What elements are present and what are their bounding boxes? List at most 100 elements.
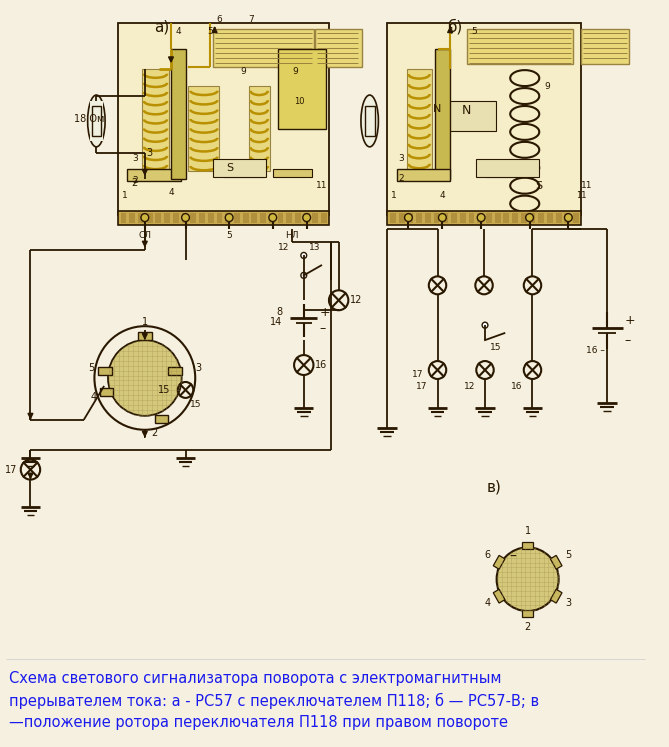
Bar <box>90 101 103 141</box>
Bar <box>565 213 570 223</box>
Bar <box>138 332 152 340</box>
Circle shape <box>526 214 533 222</box>
Text: 12: 12 <box>351 295 363 306</box>
Bar <box>493 555 505 569</box>
Bar <box>522 542 533 549</box>
Text: 14: 14 <box>270 317 282 327</box>
Bar <box>127 169 181 181</box>
Text: 17: 17 <box>416 382 427 391</box>
Bar <box>260 213 266 223</box>
Bar <box>551 555 562 569</box>
Bar <box>477 213 483 223</box>
Circle shape <box>303 214 310 222</box>
Bar <box>118 211 329 225</box>
Bar <box>234 213 240 223</box>
Text: 4: 4 <box>440 191 445 200</box>
Text: 13: 13 <box>308 243 320 252</box>
Bar <box>169 367 182 375</box>
Text: 10: 10 <box>294 96 304 105</box>
Text: 12: 12 <box>278 243 289 252</box>
Bar <box>315 29 362 67</box>
Bar <box>129 213 135 223</box>
Text: 6: 6 <box>484 551 490 560</box>
Bar <box>164 213 170 223</box>
Text: 9: 9 <box>292 66 298 75</box>
Circle shape <box>141 214 149 222</box>
Text: 5: 5 <box>565 551 571 560</box>
Text: 4: 4 <box>448 27 453 36</box>
Circle shape <box>182 214 189 222</box>
Bar <box>442 213 448 223</box>
Text: –: – <box>510 551 516 564</box>
Text: 17: 17 <box>411 371 423 379</box>
Bar <box>295 213 301 223</box>
Bar <box>199 213 205 223</box>
Text: +: + <box>319 306 330 319</box>
Bar <box>171 49 187 179</box>
Bar <box>118 23 329 214</box>
Text: 3: 3 <box>147 148 153 158</box>
Text: 15: 15 <box>191 400 202 409</box>
Text: 11: 11 <box>316 182 327 190</box>
Bar <box>98 367 112 375</box>
Bar <box>120 213 126 223</box>
Bar <box>252 213 258 223</box>
Text: 3: 3 <box>195 363 201 374</box>
Bar <box>556 213 561 223</box>
Bar <box>425 213 431 223</box>
Text: 4: 4 <box>484 598 490 608</box>
Text: 5: 5 <box>88 363 94 374</box>
Text: –: – <box>319 322 326 335</box>
Bar <box>581 29 630 64</box>
Bar <box>447 101 496 131</box>
Bar <box>92 106 101 136</box>
Bar <box>224 169 263 177</box>
Bar <box>225 213 231 223</box>
Text: 15: 15 <box>490 343 501 352</box>
Bar <box>476 159 539 177</box>
Text: 5: 5 <box>226 231 232 240</box>
Text: N: N <box>434 104 442 114</box>
Circle shape <box>496 548 559 611</box>
Bar <box>539 213 544 223</box>
Bar <box>407 213 413 223</box>
Text: прерывателем тока: а - РС57 с переключателем П118; б — РС57-В; в: прерывателем тока: а - РС57 с переключат… <box>9 692 539 709</box>
Text: N: N <box>462 105 471 117</box>
Text: 11: 11 <box>581 182 593 190</box>
Bar <box>155 213 161 223</box>
Bar <box>278 213 284 223</box>
Bar <box>387 211 581 225</box>
Bar <box>435 49 450 179</box>
Circle shape <box>438 214 446 222</box>
Bar <box>138 213 144 223</box>
Bar <box>399 213 405 223</box>
Bar <box>387 23 581 214</box>
Bar <box>468 213 474 223</box>
Text: б): б) <box>448 19 462 35</box>
Bar <box>312 213 318 223</box>
Bar <box>286 213 292 223</box>
Circle shape <box>301 252 306 258</box>
Bar <box>551 589 562 603</box>
Bar <box>147 213 153 223</box>
Circle shape <box>225 214 233 222</box>
Bar <box>182 213 187 223</box>
Text: 4: 4 <box>176 27 181 36</box>
Text: 2: 2 <box>399 174 405 183</box>
Circle shape <box>405 214 412 222</box>
Bar <box>273 169 312 177</box>
Bar <box>189 86 219 171</box>
Text: 16: 16 <box>315 360 328 370</box>
Bar <box>407 69 432 179</box>
Circle shape <box>301 273 306 279</box>
Text: 9: 9 <box>241 66 247 75</box>
Text: 2: 2 <box>131 178 137 187</box>
Text: S: S <box>536 181 543 190</box>
Text: 8: 8 <box>276 307 282 317</box>
Ellipse shape <box>361 95 379 147</box>
Text: 15: 15 <box>158 385 171 395</box>
Bar <box>460 213 466 223</box>
Text: –: – <box>625 334 631 347</box>
Text: S: S <box>227 163 233 173</box>
Bar <box>208 213 213 223</box>
